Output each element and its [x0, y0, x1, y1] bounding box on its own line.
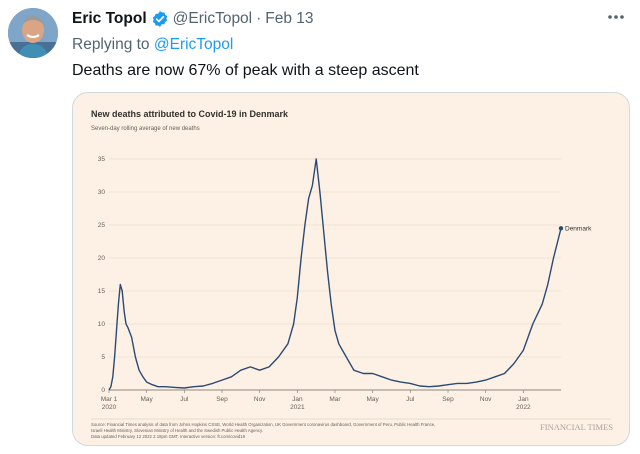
tweet-header: Eric Topol @EricTopol · Feb 13 — [72, 9, 314, 29]
y-tick-label: 0 — [101, 387, 105, 394]
chart-gridlines — [109, 158, 561, 391]
x-tick-label: Jul — [180, 396, 189, 403]
avatar[interactable] — [8, 8, 58, 58]
reply-target-link[interactable]: @EricTopol — [153, 36, 234, 53]
y-axis-ticks: 0 5 10 15 20 25 30 35 — [98, 156, 106, 394]
series-end-marker — [558, 226, 564, 231]
reply-context: Replying to @EricTopol — [72, 36, 233, 54]
y-tick-label: 20 — [98, 255, 106, 262]
x-tick-label: Mar 1 — [101, 396, 118, 403]
y-tick-label: 10 — [98, 321, 106, 328]
tweet-date[interactable]: Feb 13 — [265, 10, 314, 27]
y-tick-label: 15 — [98, 288, 106, 295]
header-separator: · — [256, 10, 262, 27]
x-tick-year-label: 2022 — [516, 404, 531, 411]
source-line-3: Data updated February 12 2022 2.18pm GMT… — [91, 434, 246, 439]
reply-prefix: Replying to — [72, 36, 154, 53]
ft-logo: FINANCIAL TIMES — [540, 422, 613, 432]
y-tick-label: 25 — [98, 222, 106, 229]
avatar-image — [8, 8, 58, 58]
x-tick-label: Jul — [406, 396, 415, 403]
x-tick-label: May — [141, 396, 154, 403]
chart-subtitle: Seven-day rolling average of new deaths — [91, 126, 200, 132]
y-tick-label: 5 — [101, 354, 105, 361]
x-tick-label: Nov — [254, 396, 266, 403]
chart-image-card[interactable]: New deaths attributed to Covid-19 in Den… — [72, 92, 630, 446]
x-tick-label: May — [367, 396, 380, 403]
deaths-chart: New deaths attributed to Covid-19 in Den… — [91, 109, 613, 439]
x-tick-label: Jan — [518, 396, 529, 403]
more-options-icon[interactable] — [606, 10, 626, 24]
x-tick-label: Jan — [292, 396, 303, 403]
x-tick-label: Mar — [329, 396, 341, 403]
chart-title: New deaths attributed to Covid-19 in Den… — [91, 109, 289, 119]
source-line-1: Source: Financial Times analysis of data… — [91, 422, 435, 427]
tweet-text: Deaths are now 67% of peak with a steep … — [72, 62, 419, 79]
author-name[interactable]: Eric Topol — [72, 10, 147, 27]
source-line-2: Israeli Health Ministry, Slovenian Minis… — [91, 428, 263, 433]
author-handle[interactable]: @EricTopol — [172, 10, 253, 27]
x-tick-year-label: 2021 — [290, 404, 305, 411]
series-line-denmark — [108, 158, 562, 391]
series-end-label: Denmark — [565, 226, 592, 233]
verified-badge-icon — [152, 11, 167, 27]
x-tick-label: Sep — [442, 396, 454, 403]
x-tick-label: Sep — [216, 396, 228, 403]
x-tick-year-label: 2020 — [102, 404, 117, 411]
y-tick-label: 30 — [98, 189, 106, 196]
y-tick-label: 35 — [98, 156, 106, 163]
x-tick-label: Nov — [480, 396, 492, 403]
